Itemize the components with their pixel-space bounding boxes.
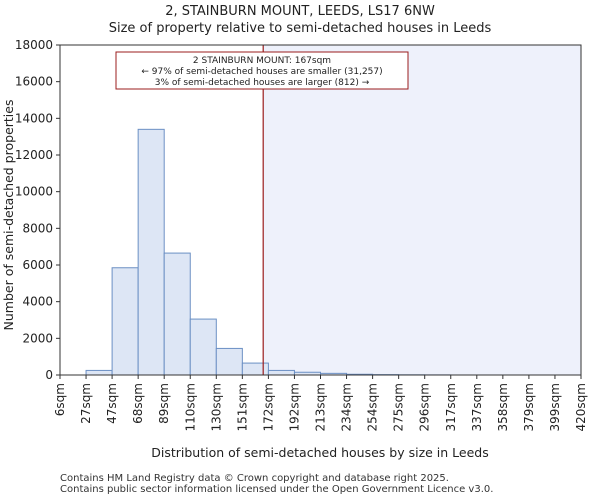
x-tick-label: 275sqm <box>392 383 406 431</box>
x-tick-label: 172sqm <box>261 383 275 431</box>
x-tick-label: 110sqm <box>183 383 197 431</box>
x-tick-label: 151sqm <box>235 383 249 431</box>
y-tick-label: 10000 <box>15 185 53 199</box>
x-tick-label: 89sqm <box>157 383 171 424</box>
x-tick-label: 213sqm <box>314 383 328 431</box>
x-tick-label: 254sqm <box>366 383 380 431</box>
x-tick-label: 337sqm <box>470 383 484 431</box>
bar-172sqm <box>267 369 295 376</box>
chart-title: 2, STAINBURN MOUNT, LEEDS, LS17 6NW <box>165 4 435 19</box>
footer-line-1: Contains HM Land Registry data © Crown c… <box>60 473 449 484</box>
y-tick-label: 16000 <box>15 75 53 89</box>
footer: Contains HM Land Registry data © Crown c… <box>60 473 493 495</box>
annotation-box <box>115 51 409 90</box>
y-tick-label: 14000 <box>15 111 53 125</box>
bar-27sqm <box>85 369 113 376</box>
annotation-line-3: 3% of semi-detached houses are larger (8… <box>155 78 370 88</box>
bar-110sqm <box>189 318 217 376</box>
bar-130sqm <box>215 347 243 376</box>
y-tick-label: 18000 <box>15 38 53 52</box>
x-tick-label: 420sqm <box>574 383 588 431</box>
plot-area: 0 2000 4000 6000 8000 10000 12000 14000 16000 180… <box>15 38 588 431</box>
x-tick-label: 27sqm <box>79 383 93 424</box>
x-tick-label: 234sqm <box>340 383 354 431</box>
y-tick-label: 4000 <box>22 295 53 309</box>
y-tick-label: 6000 <box>22 258 53 272</box>
chart-subtitle: Size of property relative to semi-detach… <box>109 21 492 36</box>
x-tick-label: 379sqm <box>522 383 536 431</box>
x-tick-label: 317sqm <box>444 383 458 431</box>
x-tick-label: 6sqm <box>53 383 67 416</box>
bar-89sqm <box>163 252 191 376</box>
x-tick-label: 68sqm <box>131 383 145 424</box>
x-tick-label: 47sqm <box>105 383 119 424</box>
x-tick-label: 192sqm <box>287 383 301 431</box>
bar-68sqm <box>137 128 165 376</box>
x-tick-label: 358sqm <box>496 383 510 431</box>
x-axis-label: Distribution of semi-detached houses by … <box>151 445 489 460</box>
footer-line-2: Contains public sector information licen… <box>60 484 494 495</box>
x-tick-label: 296sqm <box>418 383 432 431</box>
bar-151sqm <box>241 362 269 376</box>
annotation-line-1: 2 STAINBURN MOUNT: 167sqm <box>193 56 331 66</box>
y-tick-label: 0 <box>45 368 53 382</box>
x-tick-label: 130sqm <box>209 383 223 431</box>
x-tick-label: 399sqm <box>548 383 562 431</box>
larger-region <box>263 45 581 375</box>
y-tick-label: 8000 <box>22 221 53 235</box>
bar-47sqm <box>111 267 139 376</box>
y-tick-label: 2000 <box>22 331 53 345</box>
y-tick-label: 12000 <box>15 148 53 162</box>
annotation-line-2: ← 97% of semi-detached houses are smalle… <box>141 67 382 77</box>
y-axis-label: Number of semi-detached properties <box>1 100 16 331</box>
